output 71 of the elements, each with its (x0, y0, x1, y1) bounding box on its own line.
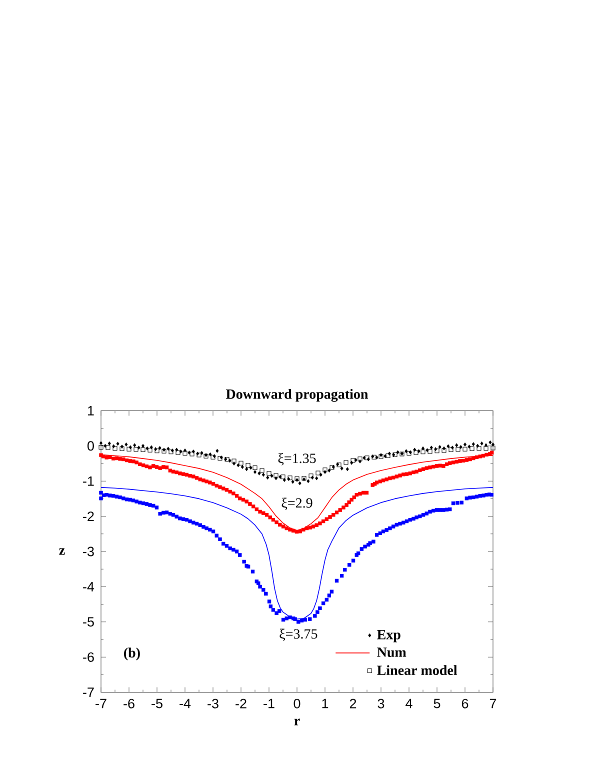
point (252, 465, 258, 470)
x-tick-label: -7 (96, 698, 106, 708)
x-tick-label: 7 (490, 698, 496, 708)
point (120, 446, 124, 451)
point (476, 446, 482, 451)
x-tick-label: 2 (350, 698, 356, 708)
y-tick-label: -7 (83, 688, 94, 697)
y-tick-label: 1 (88, 406, 94, 416)
x-tick-label: -5 (152, 698, 162, 708)
point (428, 449, 432, 454)
point (266, 471, 272, 476)
x-axis-title: r (294, 718, 300, 726)
point (420, 450, 426, 454)
y-tick-label: -6 (83, 652, 94, 662)
point (344, 460, 348, 465)
point (140, 448, 146, 452)
point (134, 447, 138, 452)
x-tick-label: 1 (322, 698, 328, 708)
point (484, 446, 488, 451)
point (456, 447, 460, 452)
point (448, 448, 454, 452)
point (154, 448, 160, 454)
point (316, 470, 320, 476)
point (260, 468, 264, 473)
legend-label: Exp (377, 630, 400, 642)
x-tick-label: 3 (378, 698, 384, 708)
point (386, 454, 390, 458)
x-tick-label: -4 (180, 698, 191, 708)
point (148, 448, 152, 452)
point (246, 463, 250, 468)
y-tick-label: -4 (83, 582, 94, 592)
point (470, 446, 474, 451)
legend-label: Num (377, 648, 406, 657)
point (98, 445, 104, 450)
legend-label: Linear model (377, 665, 458, 676)
annotation: ξ=2.9 (282, 498, 312, 510)
point (232, 458, 236, 464)
point (462, 446, 468, 452)
point (112, 446, 118, 451)
x-tick-label: 0 (294, 698, 300, 708)
x-tick-label: 4 (406, 698, 412, 708)
point (434, 448, 440, 454)
point (274, 473, 278, 478)
x-tick-label: 6 (462, 698, 468, 708)
y-tick-label: -2 (83, 512, 94, 522)
y-tick-label: 0 (87, 441, 94, 451)
x-tick-label: -3 (208, 698, 218, 708)
point (190, 452, 194, 456)
point (322, 468, 328, 472)
point (176, 450, 180, 455)
y-tick-label: -1 (83, 476, 94, 486)
point (490, 446, 496, 450)
y-axis-title: z (59, 548, 65, 555)
chart-title: Downward propagation (226, 388, 368, 402)
y-tick-label: -3 (83, 546, 94, 556)
point (280, 474, 286, 480)
point (106, 445, 110, 450)
point (442, 448, 446, 453)
x-tick-label: -2 (236, 698, 246, 708)
y-tick-label: -5 (83, 617, 94, 627)
x-tick-label: 5 (434, 698, 440, 708)
annotation: ξ=3.75 (280, 628, 318, 641)
annotation: (b) (124, 648, 140, 660)
point (350, 458, 356, 463)
point (414, 450, 418, 455)
point (238, 460, 244, 466)
annotation: ξ=1.35 (278, 453, 316, 466)
x-tick-label: -1 (264, 698, 274, 708)
x-tick-label: -6 (124, 698, 134, 708)
point (182, 451, 188, 456)
point (358, 456, 362, 462)
